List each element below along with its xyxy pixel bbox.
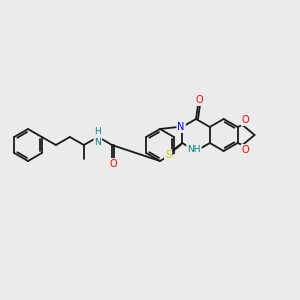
Text: O: O [242,145,249,155]
Text: O: O [242,115,249,125]
Text: S: S [165,150,171,160]
Text: NH: NH [187,145,201,154]
Text: N: N [178,122,185,132]
Text: O: O [109,159,117,169]
Text: H
N: H N [94,127,101,147]
Text: O: O [195,95,203,105]
